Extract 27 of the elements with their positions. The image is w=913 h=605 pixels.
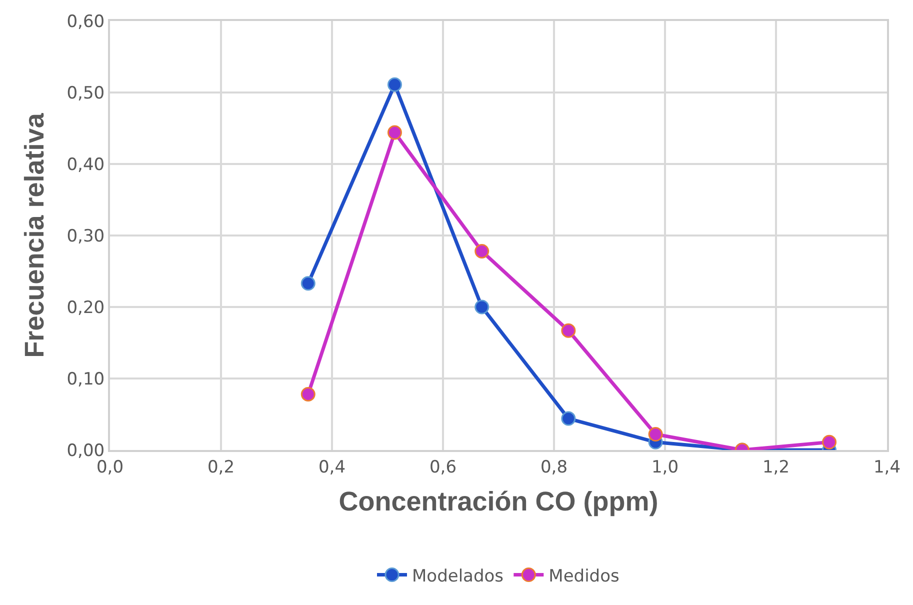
x-tick-label: 0,8	[540, 457, 568, 478]
point	[561, 323, 576, 338]
y-tick-label: 0,60	[66, 12, 105, 32]
y-tick-label: 0,10	[66, 369, 105, 390]
y-axis-title: Frecuencia relativa	[19, 112, 50, 358]
legend-label: Modelados	[412, 566, 504, 586]
point	[474, 300, 490, 314]
x-tick-label: 0,4	[318, 457, 346, 478]
point	[561, 411, 576, 426]
y-tick-label: 0,50	[66, 83, 105, 104]
y-tick-label: 0,20	[66, 298, 105, 318]
point	[822, 434, 837, 450]
x-axis-title: Concentración CO (ppm)	[338, 486, 658, 516]
point	[387, 125, 402, 140]
y-tick-label: 0,30	[66, 226, 105, 246]
x-tick-label: 1,4	[873, 457, 901, 478]
point	[387, 77, 402, 92]
x-tick-label: 1,0	[651, 457, 679, 478]
y-tick-label: 0,40	[66, 154, 105, 175]
x-tick-label: 0,2	[207, 457, 235, 478]
point	[300, 386, 316, 402]
point	[474, 244, 490, 258]
point	[648, 427, 663, 442]
x-tick-label: 1,2	[762, 457, 790, 478]
point	[300, 276, 316, 291]
legend-label: Medidos	[548, 566, 620, 586]
x-tick-label: 0,6	[429, 457, 457, 478]
